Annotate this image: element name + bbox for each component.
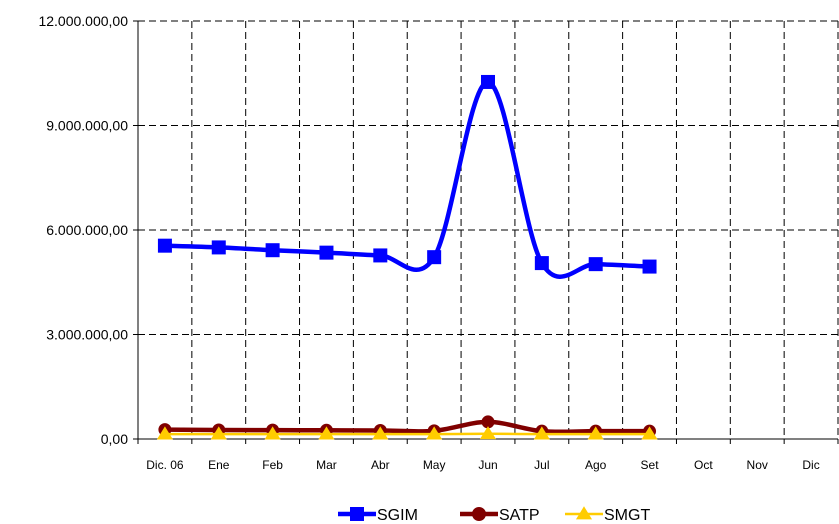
x-tick-label: Jul [534, 458, 549, 472]
data-point-smgt [641, 426, 658, 440]
data-point-sgim [427, 250, 442, 265]
legend: SGIM SATP SMGT [338, 506, 650, 524]
x-tick-label: Ene [208, 458, 230, 472]
series-line-satp [164, 419, 650, 435]
legend-marker [575, 506, 593, 520]
series-sgim [157, 74, 657, 279]
legend-item-satp: SATP [460, 507, 540, 524]
data-point-sgim [157, 238, 172, 253]
x-tick-label: Dic. 06 [146, 458, 184, 472]
series-smgt [156, 426, 658, 440]
data-point-smgt [426, 426, 443, 440]
data-point-smgt [479, 426, 497, 440]
x-tick-label: Abr [371, 458, 390, 472]
legend-item-sgim: SGIM [338, 507, 418, 524]
y-tick-label: 12.000.000,00 [38, 13, 128, 29]
legend-label: SGIM [377, 507, 418, 524]
legend-marker [472, 507, 486, 521]
y-tick-label: 9.000.000,00 [46, 118, 128, 134]
x-tick-label: Set [641, 458, 660, 472]
x-tick-label: Oct [694, 458, 713, 472]
y-tick-label: 3.000.000,00 [46, 327, 128, 343]
legend-marker [350, 507, 364, 521]
y-tick-label: 0,00 [101, 431, 128, 447]
data-point-sgim [211, 240, 226, 255]
data-point-sgim [481, 74, 495, 89]
legend-label: SATP [499, 507, 540, 524]
grid [138, 20, 839, 439]
data-point-smgt [156, 426, 173, 440]
data-point-satp [481, 415, 495, 429]
x-tick-label: May [423, 458, 446, 472]
data-point-sgim [588, 257, 603, 272]
x-tick-label: Mar [316, 458, 337, 472]
data-point-sgim [534, 256, 549, 271]
x-axis-labels: Dic. 06 Ene Feb Mar Abr May Jun Jul Ago Set Oct Nov… [146, 458, 820, 472]
y-axis-labels: 0,00 3.000.000,00 6.000.000,00 9.000.000,00… [38, 13, 128, 447]
data-point-smgt [210, 426, 227, 440]
legend-item-smgt: SMGT [565, 506, 650, 524]
data-point-smgt [372, 426, 389, 440]
x-tick-label: Feb [262, 458, 283, 472]
legend-label: SMGT [604, 507, 650, 524]
x-tick-label: Ago [585, 458, 607, 472]
x-tick-label: Nov [747, 458, 768, 472]
data-point-sgim [265, 243, 280, 258]
data-point-sgim [642, 259, 657, 274]
series-layer [156, 74, 658, 440]
x-tick-label: Dic [802, 458, 819, 472]
data-point-smgt [264, 426, 281, 440]
data-point-smgt [587, 426, 604, 440]
data-point-smgt [533, 426, 550, 440]
x-tick-label: Jun [478, 458, 497, 472]
y-tick-label: 6.000.000,00 [46, 222, 128, 238]
data-point-sgim [319, 245, 334, 260]
data-point-sgim [373, 248, 388, 263]
data-point-smgt [318, 426, 335, 440]
